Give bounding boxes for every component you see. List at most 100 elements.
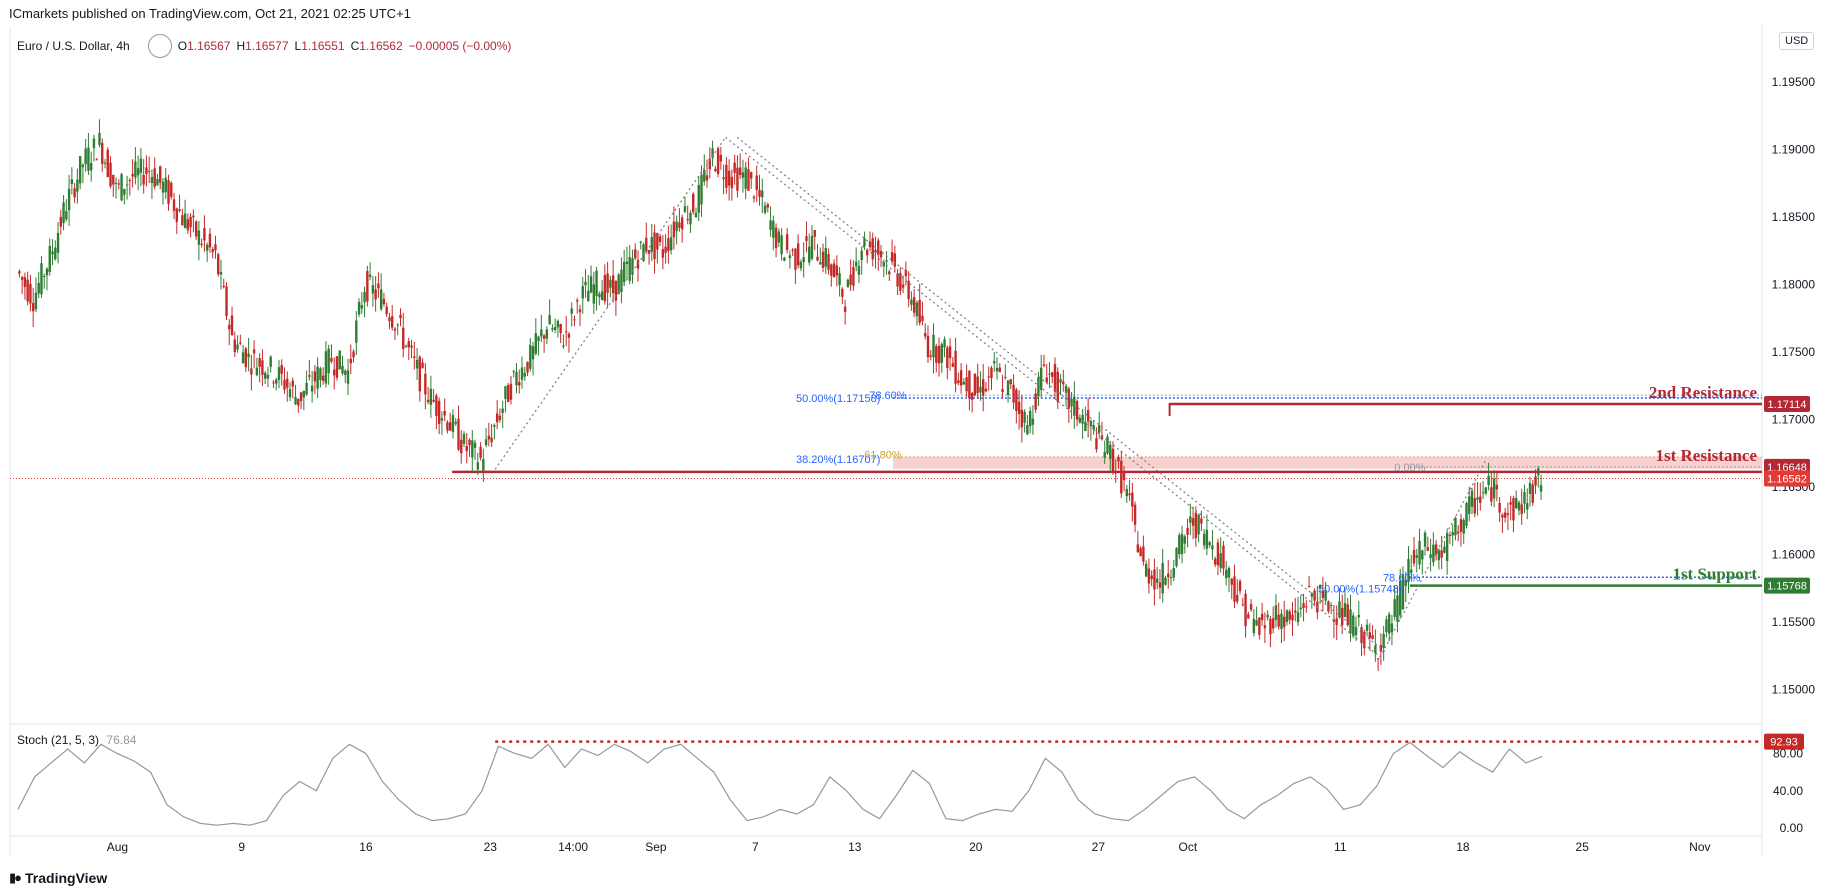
published-info: ICmarkets published on TradingView.com, … bbox=[9, 6, 411, 21]
candle-body bbox=[1150, 575, 1153, 580]
candle-body bbox=[321, 375, 325, 381]
candle-body bbox=[1454, 517, 1457, 536]
candle-body bbox=[87, 147, 90, 171]
first-support-price-label: 1.15768 bbox=[1767, 581, 1807, 593]
fib-diagonal-up-2 bbox=[1379, 459, 1487, 658]
candle-body bbox=[830, 264, 833, 276]
candle-body bbox=[1062, 381, 1065, 385]
candle-body bbox=[1451, 532, 1454, 536]
candle-body bbox=[1067, 388, 1071, 409]
candle-body bbox=[628, 256, 631, 281]
candle-body bbox=[970, 392, 974, 400]
candle-body bbox=[236, 344, 239, 350]
candle-body bbox=[680, 217, 684, 230]
candle-body bbox=[244, 348, 248, 368]
stoch-tick-label: 0.00 bbox=[1780, 821, 1804, 835]
candle-body bbox=[366, 271, 369, 302]
candle-body bbox=[1039, 367, 1043, 390]
candle-body bbox=[1512, 498, 1515, 521]
candle-body bbox=[1487, 475, 1490, 486]
candle-body bbox=[1343, 603, 1347, 617]
candle-body bbox=[761, 190, 764, 198]
candle-body bbox=[879, 250, 883, 258]
candle-body bbox=[1172, 568, 1175, 578]
candle-body bbox=[1503, 512, 1507, 518]
candle-body bbox=[1495, 484, 1499, 490]
candle-body bbox=[1117, 457, 1120, 462]
candle-body bbox=[1283, 616, 1286, 628]
price-tick-label: 1.18500 bbox=[1772, 210, 1816, 224]
candle-body bbox=[1089, 421, 1093, 426]
candle-body bbox=[727, 170, 731, 186]
candle-body bbox=[413, 356, 416, 358]
candle-body bbox=[794, 248, 797, 270]
currency-button[interactable]: USD bbox=[1779, 32, 1815, 50]
candle-body bbox=[283, 379, 286, 390]
candle-body bbox=[567, 333, 571, 338]
candle-body bbox=[255, 367, 259, 376]
candle-body bbox=[518, 382, 521, 386]
candle-body bbox=[857, 266, 861, 275]
candle-body bbox=[45, 268, 49, 276]
candle-body bbox=[1365, 624, 1369, 631]
candle-body bbox=[548, 315, 551, 325]
candle-body bbox=[37, 282, 40, 294]
candle-body bbox=[667, 238, 670, 252]
candle-body bbox=[1396, 595, 1399, 622]
candle-body bbox=[252, 349, 256, 354]
candle-body bbox=[1324, 590, 1327, 601]
symbol-title: Euro / U.S. Dollar, 4h bbox=[17, 39, 130, 53]
candle-body bbox=[1183, 536, 1187, 544]
candle-body bbox=[272, 382, 275, 384]
candle-body bbox=[1103, 451, 1106, 458]
fib-label: 78.60% bbox=[1383, 572, 1421, 584]
candle-body bbox=[1028, 410, 1032, 427]
candle-body bbox=[1492, 478, 1496, 499]
candle-body bbox=[51, 251, 54, 255]
candle-body bbox=[788, 255, 792, 259]
candle-body bbox=[1020, 409, 1024, 428]
candle-body bbox=[440, 418, 444, 421]
candle-body bbox=[1075, 401, 1079, 420]
candle-body bbox=[404, 345, 408, 347]
price-tick-label: 1.17500 bbox=[1772, 345, 1816, 359]
candle-body bbox=[716, 148, 720, 174]
candle-body bbox=[1078, 417, 1082, 423]
candle-body bbox=[589, 276, 593, 293]
candle-body bbox=[946, 347, 949, 369]
candle-body bbox=[228, 324, 231, 330]
candle-body bbox=[1227, 568, 1231, 578]
tradingview-logo[interactable]: ▮● TradingView bbox=[9, 870, 107, 886]
candle-body bbox=[564, 331, 568, 333]
price-tick-label: 1.16000 bbox=[1772, 547, 1816, 561]
candle-body bbox=[993, 361, 996, 364]
candle-body bbox=[203, 228, 206, 241]
candle-body bbox=[352, 351, 355, 358]
candle-body bbox=[269, 356, 272, 367]
candle-body bbox=[1045, 377, 1048, 383]
candle-body bbox=[1225, 569, 1228, 578]
candle-body bbox=[1001, 388, 1004, 392]
candle-body bbox=[435, 395, 438, 416]
candle-body bbox=[1374, 645, 1377, 654]
candle-body bbox=[1073, 396, 1076, 416]
candle-body bbox=[995, 367, 999, 372]
candle-body bbox=[344, 370, 347, 375]
candle-body bbox=[943, 339, 946, 348]
candle-body bbox=[482, 459, 485, 471]
candle-body bbox=[443, 411, 446, 416]
time-tick-label: 14:00 bbox=[558, 840, 588, 854]
candle-body bbox=[1528, 483, 1532, 494]
visibility-toggle-icon[interactable] bbox=[147, 34, 172, 58]
candle-body bbox=[150, 176, 154, 184]
candle-body bbox=[584, 281, 587, 286]
candle-body bbox=[186, 219, 190, 231]
candle-body bbox=[576, 300, 579, 302]
candle-body bbox=[700, 174, 703, 205]
candle-body bbox=[1006, 380, 1010, 396]
candle-body bbox=[973, 373, 977, 396]
candle-body bbox=[1051, 372, 1054, 377]
candle-body bbox=[785, 234, 789, 251]
candle-body bbox=[219, 271, 223, 275]
